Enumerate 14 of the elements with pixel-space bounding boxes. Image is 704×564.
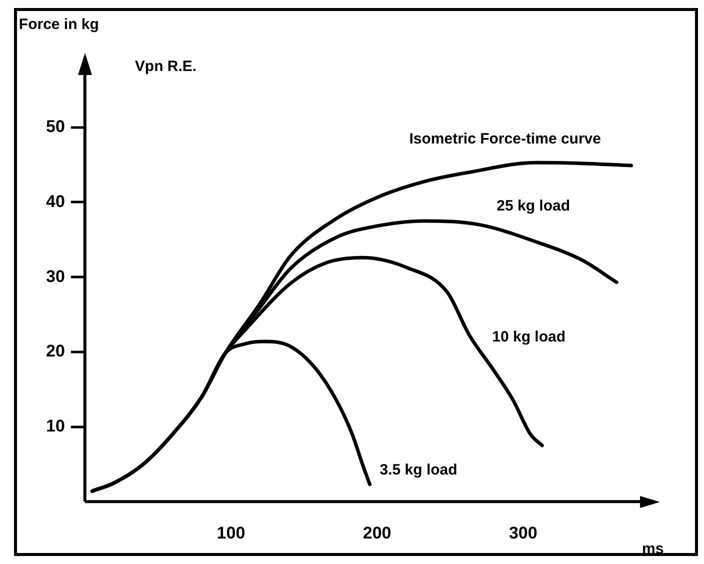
y-axis-title: Force in kg [18, 16, 99, 34]
y-tick-label: 50 [46, 117, 65, 136]
series-label: Isometric Force-time curve [409, 130, 601, 148]
y-tick-label: 10 [46, 416, 65, 436]
y-tick-label: 30 [46, 266, 65, 286]
series-label: 3.5 kg load [380, 462, 458, 479]
series-label: 10 kg load [492, 328, 566, 346]
annotation: Vpn R.E. [134, 58, 197, 76]
y-tick-label: 20 [46, 342, 65, 361]
x-tick-label: 300 [508, 523, 538, 542]
x-tick-label: 100 [216, 523, 246, 542]
series-label: 25 kg load [496, 197, 570, 214]
x-tick-label: 200 [362, 523, 392, 542]
y-tick-label: 40 [46, 192, 65, 211]
